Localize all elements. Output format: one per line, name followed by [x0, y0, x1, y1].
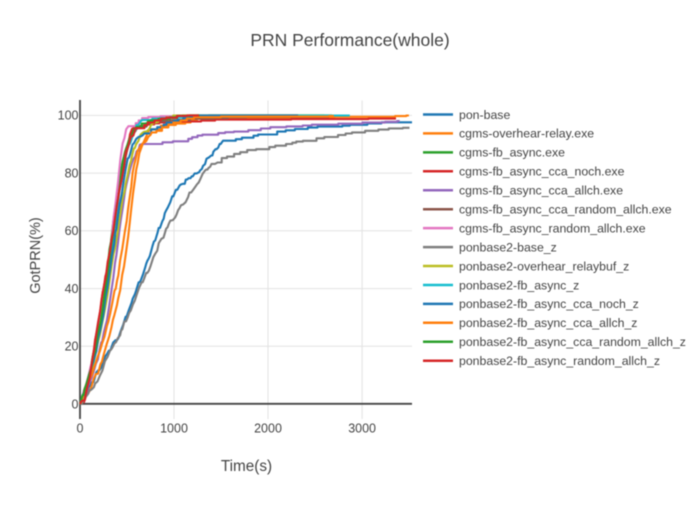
svg-text:100: 100 [58, 109, 79, 123]
svg-text:ponbase2-overhear_relaybuf_z: ponbase2-overhear_relaybuf_z [459, 259, 629, 273]
svg-text:PRN Performance(whole): PRN Performance(whole) [250, 30, 449, 50]
svg-text:20: 20 [65, 340, 79, 354]
svg-text:0: 0 [72, 397, 79, 411]
svg-text:cgms-fb_async_random_allch.exe: cgms-fb_async_random_allch.exe [459, 221, 646, 235]
svg-text:cgms-fb_async_cca_noch.exe: cgms-fb_async_cca_noch.exe [459, 165, 625, 179]
svg-text:2000: 2000 [254, 422, 282, 436]
svg-text:cgms-fb_async_cca_random_allch: cgms-fb_async_cca_random_allch.exe [459, 203, 672, 217]
svg-text:3000: 3000 [348, 422, 376, 436]
svg-text:cgms-fb_async_cca_allch.exe: cgms-fb_async_cca_allch.exe [459, 184, 623, 198]
svg-text:cgms-overhear-relay.exe: cgms-overhear-relay.exe [459, 127, 594, 141]
svg-text:80: 80 [65, 166, 79, 180]
svg-text:0: 0 [77, 422, 84, 436]
svg-text:ponbase2-fb_async_cca_random_a: ponbase2-fb_async_cca_random_allch_z [459, 335, 686, 349]
svg-text:ponbase2-fb_async_z: ponbase2-fb_async_z [459, 278, 579, 292]
svg-text:cgms-fb_async.exe: cgms-fb_async.exe [459, 146, 565, 160]
svg-text:Time(s): Time(s) [221, 458, 272, 475]
svg-text:pon-base: pon-base [459, 108, 510, 122]
svg-text:1000: 1000 [160, 422, 188, 436]
svg-text:GotPRN(%): GotPRN(%) [28, 217, 44, 294]
svg-text:60: 60 [65, 224, 79, 238]
svg-text:ponbase2-base_z: ponbase2-base_z [459, 240, 557, 254]
svg-text:ponbase2-fb_async_random_allch: ponbase2-fb_async_random_allch_z [459, 354, 660, 368]
svg-text:40: 40 [65, 282, 79, 296]
svg-text:ponbase2-fb_async_cca_allch_z: ponbase2-fb_async_cca_allch_z [459, 316, 637, 330]
svg-text:ponbase2-fb_async_cca_noch_z: ponbase2-fb_async_cca_noch_z [459, 297, 639, 311]
